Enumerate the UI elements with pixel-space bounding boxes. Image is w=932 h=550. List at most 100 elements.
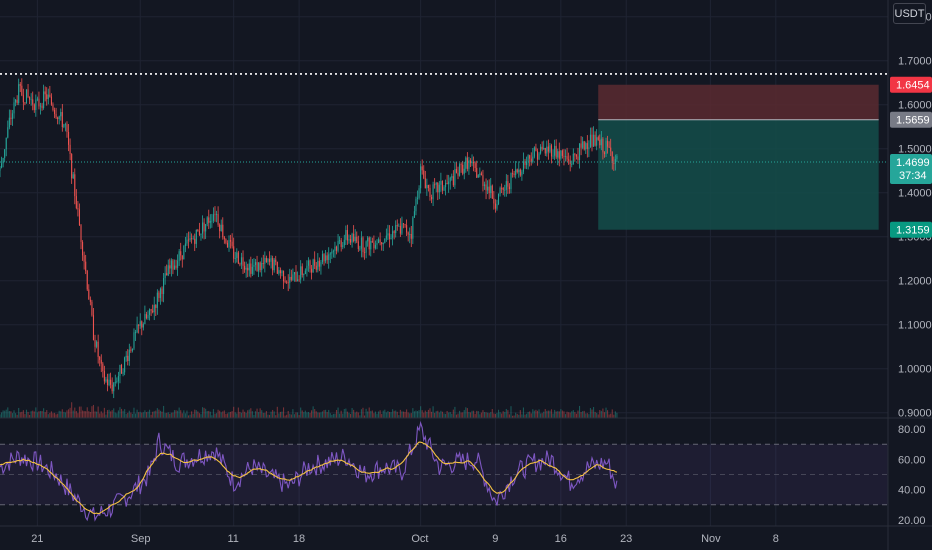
candle-body[interactable] [175, 265, 177, 268]
candle-body[interactable] [580, 143, 582, 148]
candle-body[interactable] [108, 379, 110, 386]
candle-body[interactable] [563, 155, 565, 157]
candle-body[interactable] [504, 189, 506, 191]
candle-body[interactable] [289, 276, 291, 283]
candle-body[interactable] [66, 124, 68, 132]
candle-body[interactable] [172, 260, 174, 270]
candle-body[interactable] [496, 204, 498, 209]
candle-body[interactable] [253, 265, 255, 267]
candle-body[interactable] [309, 260, 311, 269]
candle-body[interactable] [164, 273, 166, 278]
candle-body[interactable] [275, 259, 277, 262]
candle-body[interactable] [237, 252, 239, 264]
candle-body[interactable] [388, 233, 391, 239]
candle-body[interactable] [72, 174, 74, 179]
candle-body[interactable] [399, 225, 401, 234]
candle-body[interactable] [462, 164, 464, 174]
candle-body[interactable] [393, 231, 395, 233]
candle-body[interactable] [304, 270, 306, 274]
candle-body[interactable] [494, 203, 496, 209]
candle-body[interactable] [211, 220, 213, 222]
candle-body[interactable] [264, 257, 266, 264]
candle-body[interactable] [159, 288, 162, 299]
candle-body[interactable] [7, 127, 9, 138]
candle-body[interactable] [348, 239, 350, 241]
candle-body[interactable] [438, 184, 440, 193]
candle-body[interactable] [339, 240, 341, 242]
candle-body[interactable] [588, 147, 590, 149]
candle-body[interactable] [46, 94, 48, 100]
candle-body[interactable] [209, 220, 211, 223]
candle-body[interactable] [261, 262, 263, 270]
candle-body[interactable] [353, 233, 355, 242]
candle-body[interactable] [117, 375, 119, 382]
candle-body[interactable] [298, 279, 300, 281]
candle-body[interactable] [50, 96, 52, 105]
candle-body[interactable] [35, 99, 37, 110]
candle-body[interactable] [25, 89, 28, 104]
candle-body[interactable] [222, 224, 224, 238]
candle-body[interactable] [593, 134, 595, 147]
candle-body[interactable] [488, 186, 490, 194]
candle-body[interactable] [594, 134, 596, 146]
candle-body[interactable] [455, 169, 458, 173]
candle-body[interactable] [8, 117, 10, 128]
candle-body[interactable] [446, 183, 448, 185]
candle-body[interactable] [449, 177, 451, 182]
candle-body[interactable] [557, 151, 559, 158]
candle-body[interactable] [409, 234, 411, 235]
candle-body[interactable] [602, 138, 604, 153]
candle-body[interactable] [100, 359, 102, 364]
candle-body[interactable] [205, 224, 207, 232]
candle-body[interactable] [412, 217, 414, 239]
candle-body[interactable] [331, 251, 333, 254]
candle-body[interactable] [613, 162, 615, 164]
candle-body[interactable] [320, 262, 322, 267]
candle-body[interactable] [410, 234, 412, 239]
candle-body[interactable] [345, 230, 347, 240]
candle-body[interactable] [516, 169, 518, 173]
candle-body[interactable] [395, 225, 397, 233]
short-position-tool[interactable] [598, 84, 879, 230]
candle-body[interactable] [250, 263, 252, 274]
candle-body[interactable] [119, 365, 121, 376]
candle-body[interactable] [396, 225, 398, 227]
candle-body[interactable] [244, 265, 246, 270]
candle-body[interactable] [152, 310, 154, 313]
candle-body[interactable] [600, 138, 602, 146]
candle-body[interactable] [376, 243, 378, 245]
candle-body[interactable] [86, 270, 88, 290]
candle-body[interactable] [163, 277, 165, 295]
candle-body[interactable] [74, 174, 76, 197]
candle-body[interactable] [342, 245, 344, 247]
candle-body[interactable] [513, 173, 515, 176]
candle-body[interactable] [279, 270, 281, 274]
candle-body[interactable] [239, 263, 241, 265]
rsi-pane[interactable] [0, 420, 888, 522]
candle-body[interactable] [136, 324, 138, 333]
candle-body[interactable] [189, 238, 191, 240]
candle-body[interactable] [248, 263, 250, 271]
candle-body[interactable] [558, 151, 560, 159]
candle-body[interactable] [55, 113, 57, 118]
candle-body[interactable] [508, 186, 510, 190]
candle-body[interactable] [13, 102, 15, 114]
candle-body[interactable] [384, 238, 386, 243]
candle-body[interactable] [435, 183, 437, 185]
candle-body[interactable] [19, 84, 21, 86]
candle-body[interactable] [448, 181, 450, 185]
candle-body[interactable] [58, 116, 60, 120]
candle-body[interactable] [258, 262, 260, 272]
candle-body[interactable] [194, 238, 196, 244]
candle-body[interactable] [212, 214, 214, 221]
candle-body[interactable] [487, 186, 489, 191]
candle-body[interactable] [192, 238, 194, 240]
candle-body[interactable] [38, 98, 40, 107]
candle-body[interactable] [39, 105, 42, 107]
candle-body[interactable] [354, 236, 356, 242]
candle-body[interactable] [186, 239, 188, 244]
candle-body[interactable] [1, 163, 3, 168]
candle-body[interactable] [286, 281, 288, 283]
candle-body[interactable] [120, 365, 123, 374]
candle-body[interactable] [510, 173, 512, 190]
